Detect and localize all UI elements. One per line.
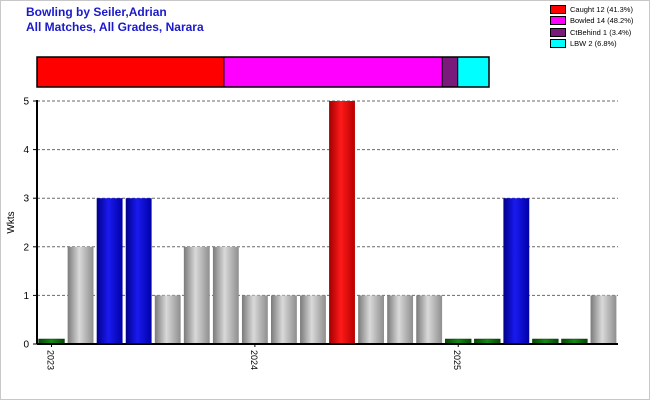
x-year-label: 2023 (46, 350, 56, 370)
legend-item-lbw: LBW 2 (6.8%) (550, 38, 650, 49)
bars (38, 101, 617, 345)
legend-label-lbw: LBW 2 (6.8%) (570, 39, 617, 49)
axes: 0 1 2 3 4 5 2023 2024 2025 (23, 97, 618, 370)
bar-grey (183, 246, 210, 344)
legend-label-caught: Caught 12 (41.3%) (570, 5, 633, 14)
legend-swatch-bowled (550, 16, 566, 26)
legend-item-bowled: Bowled 14 (48.2%) (550, 15, 650, 26)
legend-swatch-caught (550, 5, 566, 14)
bar-red (329, 101, 355, 344)
y-tick-label: 4 (23, 145, 29, 156)
bar-grey (590, 295, 617, 344)
legend-item-ctbehind: CtBehind 1 (3.4%) (550, 27, 650, 38)
dismissal-bar-frame (36, 56, 490, 88)
legend-label-ctbehind: CtBehind 1 (3.4%) (570, 27, 632, 37)
bar-blue (503, 198, 530, 344)
chart-title: Bowling by Seiler,Adrian (26, 5, 167, 19)
y-tick-label: 5 (23, 97, 29, 108)
bar-grey (154, 295, 181, 344)
bar-blue (125, 198, 152, 344)
bar-grey (387, 295, 414, 344)
legend-label-bowled: Bowled 14 (48.2%) (570, 16, 634, 26)
x-year-label: 2025 (452, 350, 462, 370)
bar-grey (241, 295, 268, 344)
legend-item-caught: Caught 12 (41.3%) (550, 4, 650, 15)
bar-grey (300, 295, 326, 344)
bar-grey (358, 295, 384, 344)
dismissal-segment (441, 56, 459, 88)
legend: Caught 12 (41.3%) Bowled 14 (48.2%) CtBe… (550, 4, 650, 50)
bar-grey (416, 295, 443, 344)
grid-lines (37, 100, 618, 296)
legend-swatch-ctbehind (550, 27, 566, 37)
x-year-label: 2024 (249, 350, 259, 370)
dismissal-segment (36, 56, 225, 88)
dismissal-bar (36, 56, 490, 88)
y-tick-label: 2 (23, 242, 29, 253)
bar-grey (271, 295, 297, 344)
bar-grey (212, 246, 239, 344)
y-axis-label: Wkts (6, 211, 17, 233)
dismissal-segment (223, 56, 443, 88)
dismissal-segment (457, 56, 490, 88)
y-tick-label: 3 (23, 194, 29, 205)
y-tick-label: 1 (23, 291, 29, 302)
y-tick-label: 0 (23, 340, 29, 351)
legend-swatch-lbw (550, 39, 566, 49)
bar-grey (67, 246, 94, 344)
chart-subtitle: All Matches, All Grades, Narara (26, 20, 204, 34)
bar-blue (96, 198, 123, 344)
